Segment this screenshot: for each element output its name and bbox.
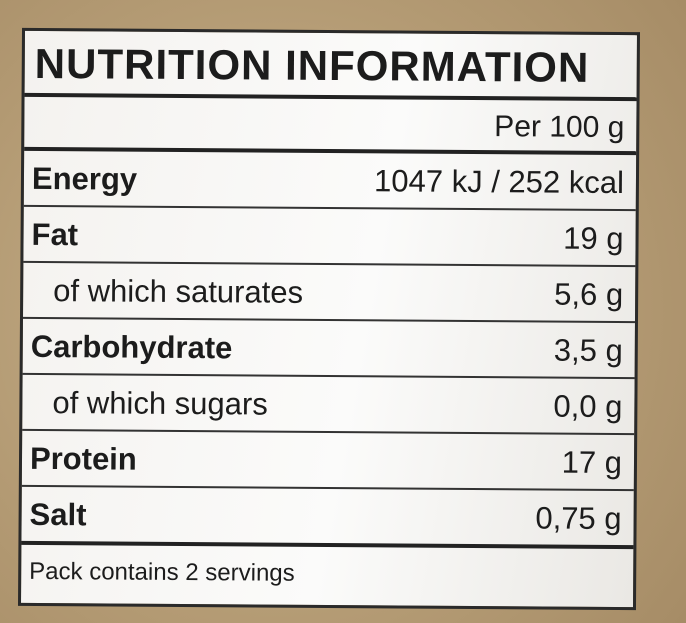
nutrient-value: 0,75 g (535, 500, 622, 537)
nutrition-table: Energy 1047 kJ / 252 kcal Fat 19 g of which … (21, 150, 637, 550)
footer-note: Pack contains 2 servings (29, 557, 295, 587)
nutrient-name: of which sugars (52, 385, 268, 422)
table-row: of which sugars 0,0 g (22, 374, 635, 436)
table-row: Protein 17 g (21, 430, 635, 492)
nutrition-label: NUTRITION INFORMATION Per 100 g Energy 10… (17, 27, 641, 611)
nutrient-name: Protein (29, 440, 137, 477)
nutrient-value: 5,6 g (554, 276, 624, 313)
nutrient-value: 3,5 g (553, 332, 623, 369)
nutrient-value: 0,0 g (553, 388, 623, 425)
table-row: Fat 19 g (23, 206, 636, 268)
nutrient-name: Energy (31, 160, 138, 197)
nutrient-name: Fat (31, 216, 79, 253)
nutrient-name: Carbohydrate (30, 328, 233, 366)
nutrient-value: 17 g (561, 444, 623, 481)
nutrient-name: of which saturates (53, 273, 304, 310)
table-row: Carbohydrate 3,5 g (22, 318, 635, 380)
column-header: Per 100 g (24, 96, 637, 156)
table-row: Energy 1047 kJ / 252 kcal (23, 150, 637, 212)
nutrient-value: 19 g (563, 220, 624, 257)
nutrient-value: 1047 kJ / 252 kcal (373, 163, 625, 201)
nutrient-name: Salt (29, 496, 87, 533)
table-row: of which saturates 5,6 g (22, 262, 636, 324)
table-row: Salt 0,75 g (21, 486, 634, 550)
label-title: NUTRITION INFORMATION (24, 30, 637, 102)
